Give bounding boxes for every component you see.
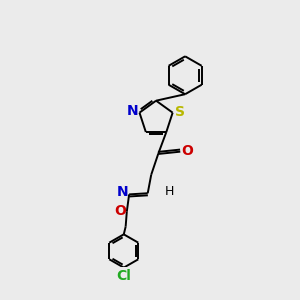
Text: N: N [117,184,128,199]
Text: O: O [114,204,126,218]
Text: Cl: Cl [116,269,131,284]
Text: S: S [175,105,184,119]
Text: H: H [165,185,174,198]
Text: N: N [127,104,139,118]
Text: O: O [181,144,193,158]
